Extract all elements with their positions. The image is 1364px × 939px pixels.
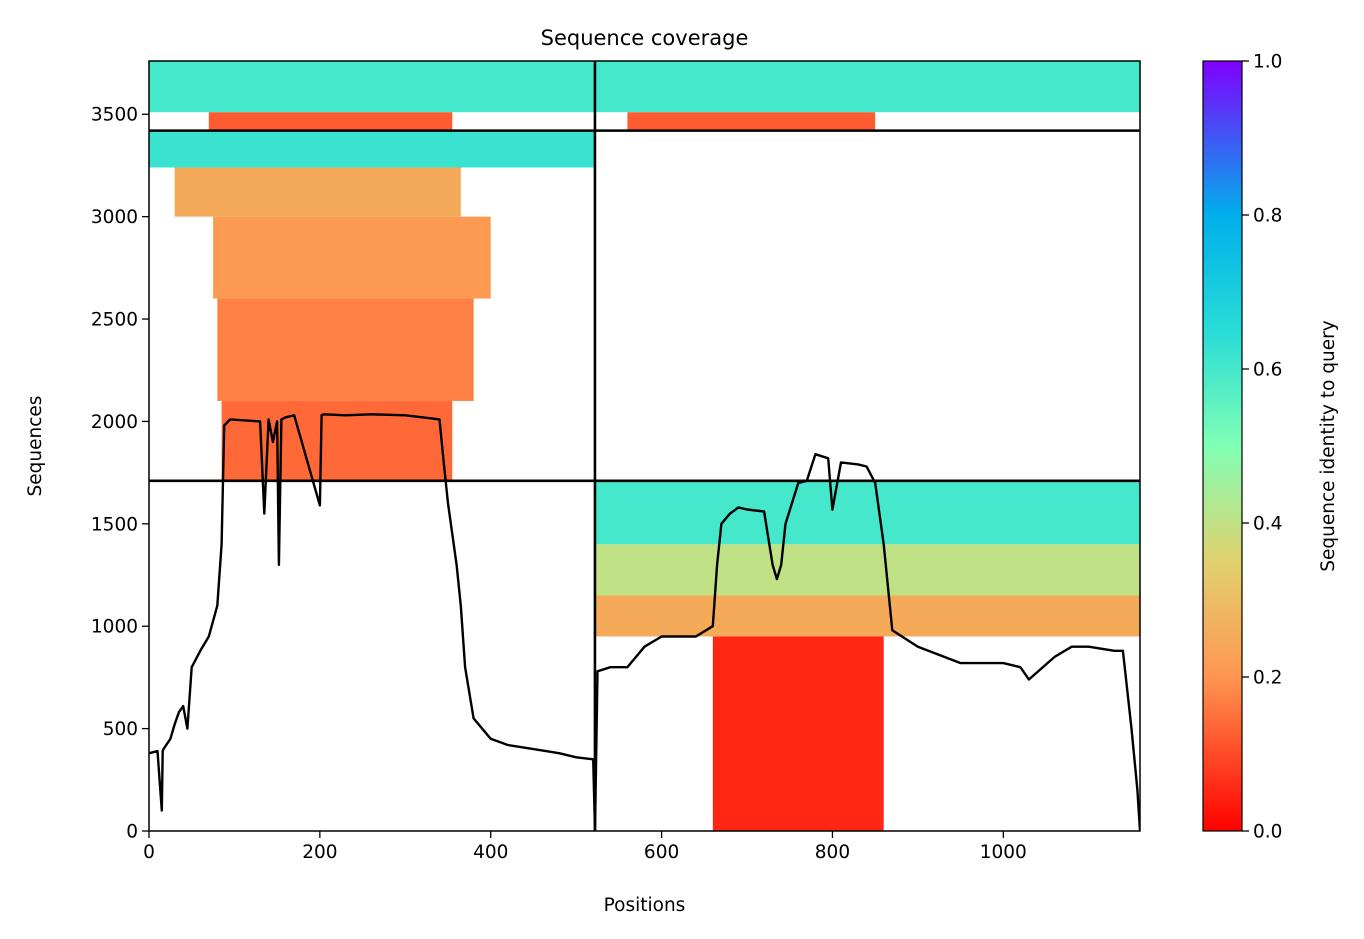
colorbar-tick-label: 0.0 <box>1253 822 1282 843</box>
colorbar-tick-label: 0.4 <box>1253 514 1282 535</box>
y-tick-label: 0 <box>126 822 138 843</box>
heatmap-band <box>208 112 453 131</box>
heatmap-block-top-unpaired-chain1 <box>149 61 595 131</box>
coverage-heatmap <box>149 61 1140 831</box>
plot-area <box>149 61 1140 831</box>
x-tick-label: 800 <box>815 842 850 863</box>
x-axis-label: Positions <box>604 895 686 916</box>
x-tick-label: 1000 <box>980 842 1027 863</box>
colorbar-tick-label: 0.2 <box>1253 668 1282 689</box>
x-tick-label: 600 <box>644 842 679 863</box>
heatmap-band <box>627 112 876 131</box>
y-tick-label: 1000 <box>91 617 138 638</box>
y-tick-label: 2000 <box>91 412 138 433</box>
heatmap-band <box>149 61 595 113</box>
heatmap-band <box>594 480 1140 545</box>
colorbar-gradient <box>1202 60 1243 832</box>
heatmap-band <box>217 298 474 401</box>
coverage-line <box>149 413 1140 831</box>
heatmap-band <box>174 167 461 217</box>
colorbar-tick-label: 0.6 <box>1253 360 1282 381</box>
colorbar-label: Sequence identity to query <box>1318 320 1339 572</box>
y-tick-label: 3000 <box>91 207 138 228</box>
colorbar: 0.0 0.2 0.4 0.6 0.8 1.0 Sequence identity to … <box>1202 52 1339 843</box>
x-axis-ticks: 0 200 400 600 800 1000 <box>143 831 1027 863</box>
heatmap-band <box>712 636 884 831</box>
heatmap-band <box>594 595 1140 637</box>
chart-title: Sequence coverage <box>541 26 749 50</box>
heatmap-band <box>149 130 595 168</box>
chain-separators <box>149 61 1140 831</box>
heatmap-band <box>221 400 453 481</box>
x-tick-label: 0 <box>143 842 155 863</box>
heatmap-block-chain1-paired <box>149 130 595 481</box>
y-tick-label: 500 <box>103 719 138 740</box>
colorbar-tick-label: 1.0 <box>1253 52 1282 73</box>
heatmap-block-top-unpaired-chain2 <box>594 61 1140 131</box>
heatmap-band <box>594 61 1140 113</box>
y-axis-ticks: 0 500 1000 1500 2000 2500 3000 3500 <box>91 105 149 843</box>
heatmap-band <box>213 216 491 299</box>
x-tick-label: 400 <box>473 842 508 863</box>
y-axis-label: Sequences <box>25 396 46 497</box>
y-tick-label: 2500 <box>91 310 138 331</box>
colorbar-tick-label: 0.8 <box>1253 206 1282 227</box>
plot-frame <box>148 60 1141 832</box>
heatmap-band <box>594 544 1140 596</box>
heatmap-block-chain2-paired <box>594 480 1140 831</box>
y-tick-label: 1500 <box>91 514 138 535</box>
colorbar-ticks: 0.0 0.2 0.4 0.6 0.8 1.0 <box>1242 52 1282 843</box>
x-tick-label: 200 <box>302 842 337 863</box>
y-tick-label: 3500 <box>91 105 138 126</box>
